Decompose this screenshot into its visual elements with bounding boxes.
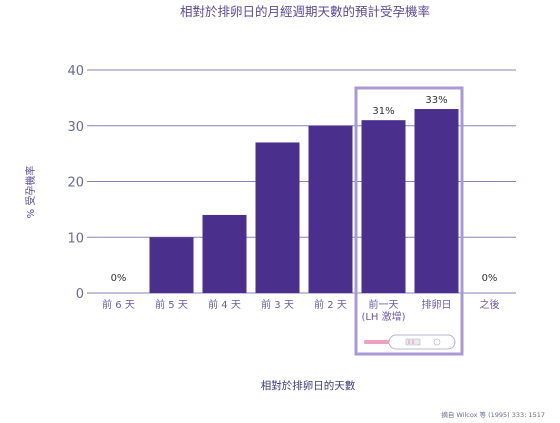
y-axis-label: % 受孕機率 [24,166,37,219]
category-label: 之後 [480,298,500,311]
y-tick-label: 40 [67,64,84,79]
category-label: 排卵日 [422,298,452,311]
source-note: 摘自 Wilcox 等 (1995) 333: 1517 [441,410,545,419]
data-label: 0% [111,273,127,284]
data-labels: 0% 31% 33% 0% [111,95,498,284]
bar [255,142,300,293]
y-tick-labels: 0 10 20 30 40 [67,64,84,302]
highlight-box [354,86,464,356]
chart-title: 相對於排卵日的月經週期天數的預計受孕機率 [180,4,430,19]
data-label: 33% [425,95,447,106]
category-label: 前 3 天 [261,298,294,311]
category-label: 前 4 天 [208,298,241,311]
data-label: 0% [482,273,498,284]
y-tick-label: 30 [67,120,84,135]
category-label: 前 2 天 [314,298,347,311]
category-label: 前 5 天 [155,298,188,311]
category-label: 前一天(LH 激增) [361,298,405,323]
x-axis-label: 相對於排卵日的天數 [261,379,356,392]
bar [414,109,459,294]
y-tick-label: 20 [67,176,84,191]
y-tick-label: 10 [67,231,84,246]
bar [202,214,247,293]
bar [149,237,194,293]
ovulation-test-icon [364,334,456,350]
bar [361,120,406,293]
y-tick-label: 0 [76,287,84,302]
category-labels: 前 6 天 前 5 天 前 4 天 前 3 天 前 2 天 前一天(LH 激增) 排卵日 之後 [102,298,499,323]
bars [149,109,459,294]
category-label: 前 6 天 [102,298,135,311]
data-label: 31% [372,106,394,117]
bar [308,125,353,293]
